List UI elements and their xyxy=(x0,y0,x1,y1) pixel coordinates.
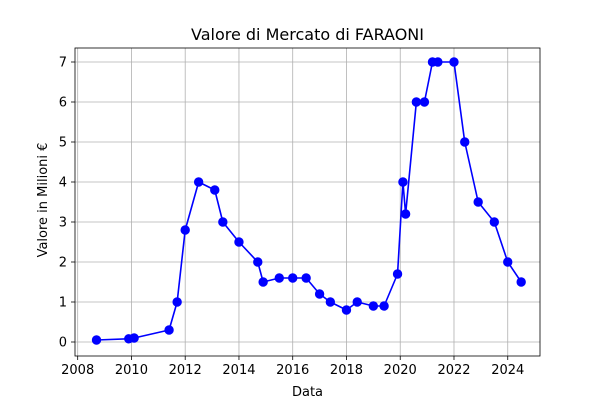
y-axis-label: Valore in Milioni € xyxy=(36,143,51,258)
data-point xyxy=(473,197,483,207)
data-point xyxy=(314,289,325,299)
chart-title: Valore di Mercato di FARAONI xyxy=(191,25,424,44)
data-point xyxy=(193,177,204,187)
y-tick-label: 7 xyxy=(59,56,67,71)
data-point xyxy=(503,257,513,267)
data-point xyxy=(392,269,403,279)
data-point xyxy=(489,217,500,227)
x-tick-label: 2010 xyxy=(115,363,148,378)
x-tick-label: 2022 xyxy=(437,363,470,378)
x-tick-label: 2008 xyxy=(61,363,94,378)
data-point xyxy=(253,257,263,267)
data-point xyxy=(460,137,470,147)
data-point xyxy=(449,57,459,67)
data-point xyxy=(274,273,284,283)
data-point xyxy=(164,325,174,335)
data-point xyxy=(400,209,411,219)
y-tick-label: 2 xyxy=(59,256,67,271)
y-tick-label: 6 xyxy=(59,96,67,111)
data-point xyxy=(341,305,352,315)
x-tick-label: 2018 xyxy=(330,363,363,378)
data-point xyxy=(218,217,228,227)
axes xyxy=(71,47,541,360)
data-point xyxy=(419,97,430,107)
data-point xyxy=(516,277,526,287)
data-point xyxy=(258,277,268,287)
data-point xyxy=(352,297,362,307)
x-tick-label: 2016 xyxy=(276,363,309,378)
data-point xyxy=(433,57,443,67)
data-point xyxy=(411,97,422,107)
data-point xyxy=(210,185,220,195)
data-point xyxy=(368,301,379,311)
y-tick-label: 5 xyxy=(59,136,67,151)
data-point xyxy=(234,237,244,247)
data-point xyxy=(172,297,182,307)
series-line xyxy=(96,61,522,341)
data-point xyxy=(398,177,408,187)
data-point xyxy=(91,335,102,345)
x-tick-label: 2014 xyxy=(222,363,255,378)
x-tick-label: 2024 xyxy=(491,363,524,378)
data-point xyxy=(301,273,311,283)
tick-labels: 2008 2010 2012 2014 2016 2018 2020 2022 2024 0 1 2 3… xyxy=(59,56,525,379)
y-tick-label: 0 xyxy=(59,336,67,351)
y-tick-label: 1 xyxy=(59,296,67,311)
grid xyxy=(75,48,540,356)
data-point xyxy=(325,297,336,307)
y-tick-label: 3 xyxy=(59,216,67,231)
x-tick-label: 2012 xyxy=(169,363,202,378)
y-tick-label: 4 xyxy=(59,176,67,191)
series-layer xyxy=(91,57,526,345)
data-point xyxy=(288,273,298,283)
data-point xyxy=(180,225,190,235)
data-point xyxy=(129,333,139,343)
data-point xyxy=(379,301,389,311)
x-tick-label: 2020 xyxy=(384,363,417,378)
x-axis-label: Data xyxy=(292,385,323,400)
plot-frame xyxy=(74,47,541,357)
